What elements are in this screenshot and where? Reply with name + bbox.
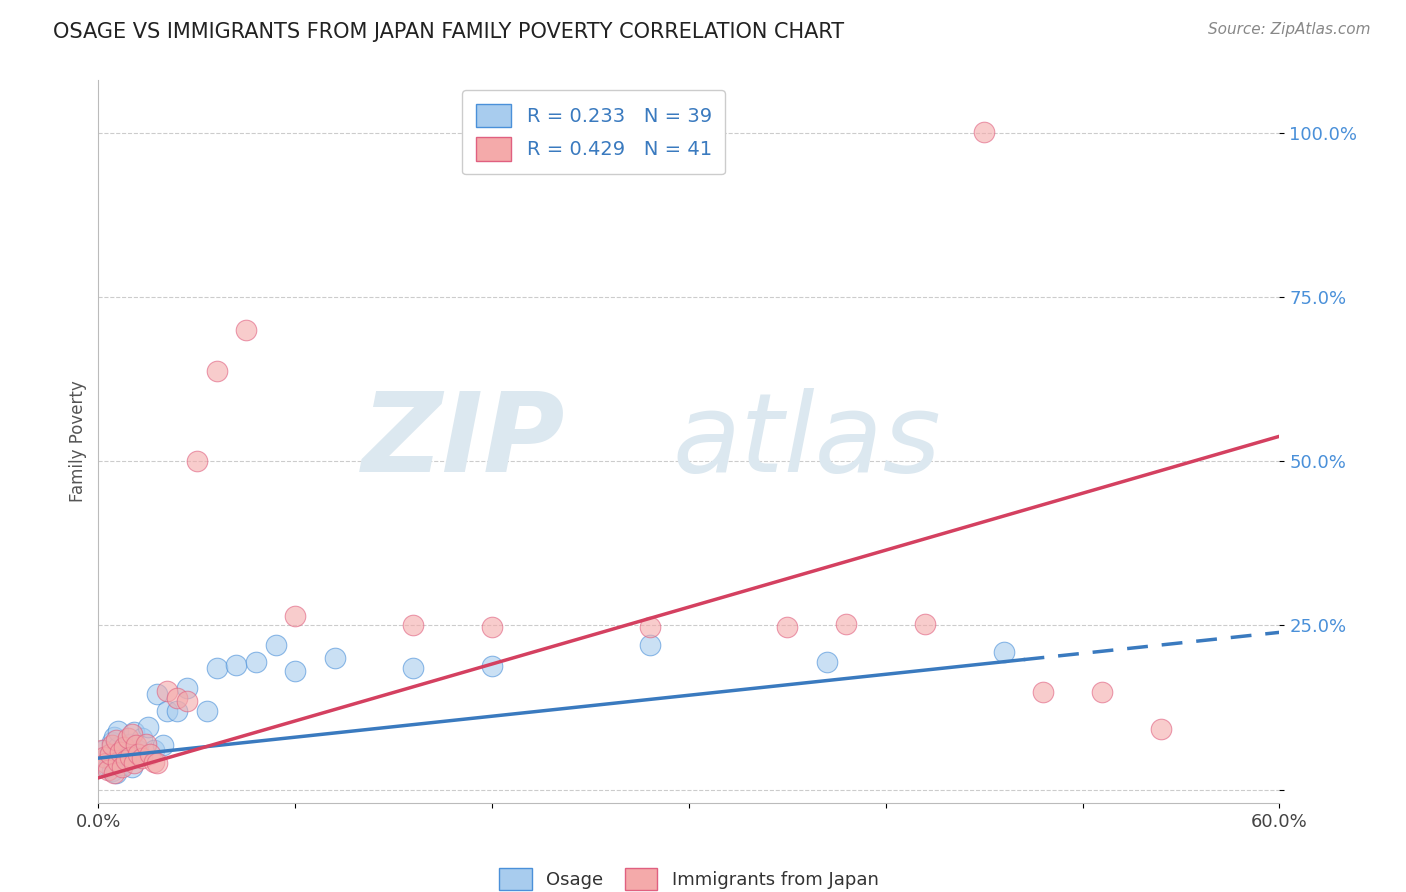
Point	[176, 681, 198, 695]
Text: OSAGE VS IMMIGRANTS FROM JAPAN FAMILY POVERTY CORRELATION CHART: OSAGE VS IMMIGRANTS FROM JAPAN FAMILY PO…	[53, 22, 845, 42]
Point	[993, 645, 1015, 659]
Point	[152, 738, 174, 752]
Point	[96, 756, 118, 771]
Point	[127, 747, 149, 761]
Point	[284, 665, 307, 679]
Point	[284, 608, 307, 623]
Point	[121, 760, 143, 774]
Point	[481, 659, 503, 673]
Point	[146, 756, 169, 771]
Point	[402, 618, 425, 632]
Point	[98, 747, 121, 761]
Point	[108, 745, 131, 759]
Point	[176, 694, 198, 708]
Point	[156, 684, 179, 698]
Point	[402, 661, 425, 675]
Point	[122, 724, 145, 739]
Text: atlas: atlas	[672, 388, 942, 495]
Point	[142, 743, 165, 757]
Point	[166, 690, 188, 705]
Point	[481, 620, 503, 634]
Point	[127, 743, 149, 757]
Point	[235, 323, 257, 337]
Point	[205, 661, 228, 675]
Point	[105, 766, 128, 780]
Point	[115, 753, 138, 767]
Point	[112, 739, 135, 754]
Point	[142, 755, 165, 769]
Point	[112, 747, 135, 761]
Point	[97, 760, 120, 774]
Point	[815, 655, 838, 669]
Point	[225, 657, 247, 672]
Point	[93, 743, 115, 757]
Point	[156, 704, 179, 718]
Point	[121, 727, 143, 741]
Point	[323, 651, 346, 665]
Point	[1032, 685, 1054, 699]
Legend: Osage, Immigrants from Japan: Osage, Immigrants from Japan	[491, 859, 887, 892]
Point	[776, 620, 799, 634]
Point	[107, 723, 129, 738]
Point	[111, 757, 134, 772]
Point	[118, 737, 141, 751]
Point	[195, 704, 218, 718]
Point	[93, 749, 115, 764]
Point	[111, 760, 134, 774]
Point	[973, 124, 995, 138]
Point	[117, 749, 139, 764]
Point	[638, 638, 661, 652]
Point	[914, 617, 936, 632]
Point	[91, 743, 114, 757]
Point	[138, 747, 160, 761]
Point	[146, 687, 169, 701]
Point	[97, 763, 120, 777]
Text: ZIP: ZIP	[361, 388, 565, 495]
Point	[131, 751, 153, 765]
Point	[101, 738, 124, 752]
Point	[1150, 723, 1173, 737]
Text: Source: ZipAtlas.com: Source: ZipAtlas.com	[1208, 22, 1371, 37]
Point	[264, 638, 287, 652]
Point	[96, 751, 118, 765]
Point	[1091, 685, 1114, 699]
Point	[105, 733, 128, 747]
Point	[135, 737, 157, 751]
Point	[166, 704, 188, 718]
Point	[245, 655, 267, 669]
Point	[108, 753, 131, 767]
Point	[122, 756, 145, 771]
Point	[117, 731, 139, 746]
Point	[101, 764, 124, 779]
Point	[103, 756, 125, 771]
Point	[136, 720, 159, 734]
Point	[107, 755, 129, 769]
Y-axis label: Family Poverty: Family Poverty	[69, 381, 87, 502]
Point	[107, 739, 129, 754]
Point	[98, 747, 121, 761]
Point	[205, 363, 228, 377]
Point	[125, 738, 148, 752]
Point	[118, 749, 141, 764]
Point	[638, 620, 661, 634]
Point	[103, 766, 125, 780]
Point	[103, 730, 125, 744]
Point	[101, 735, 124, 749]
Point	[131, 731, 153, 746]
Point	[835, 617, 858, 632]
Point	[186, 454, 208, 468]
